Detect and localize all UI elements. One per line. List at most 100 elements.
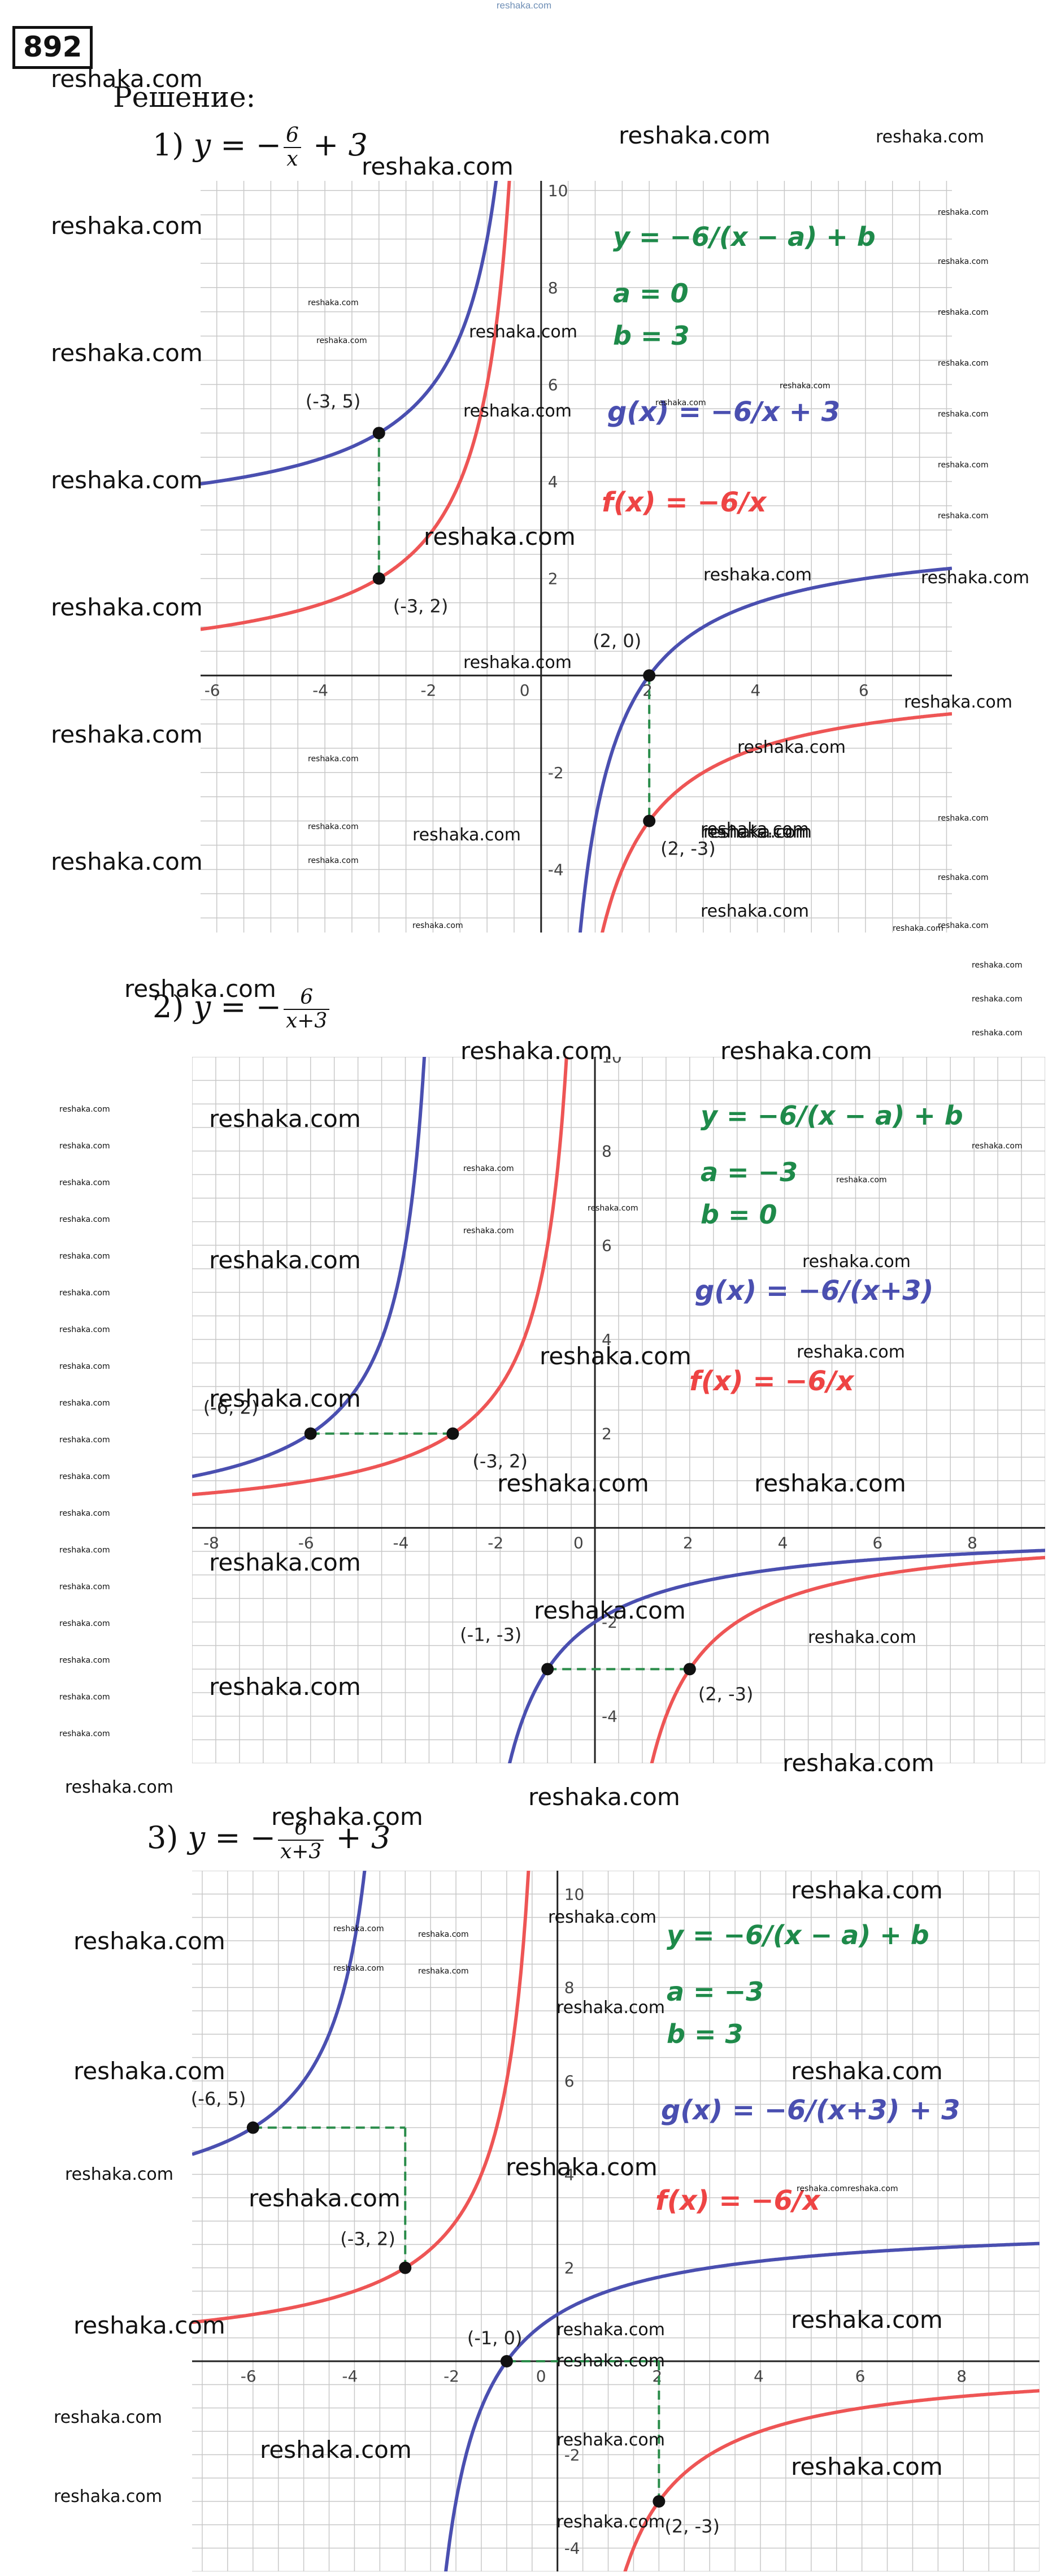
y-tick-label: 10	[548, 181, 568, 200]
data-point	[683, 1663, 696, 1676]
b-value: b = 3	[613, 320, 690, 351]
watermark: reshaka.com	[701, 901, 809, 921]
watermark: reshaka.com	[528, 1783, 680, 1811]
x-tick-label: -6	[298, 1533, 314, 1552]
watermark: reshaka.com	[333, 1924, 384, 1933]
x-tick-label: 6	[859, 681, 869, 700]
watermark: reshaka.com	[701, 822, 809, 842]
point-label: (2, -3)	[660, 838, 716, 860]
watermark: reshaka.com	[938, 359, 989, 368]
watermark: reshaka.com	[362, 153, 514, 180]
g-function-label: g(x) = −6/(x+3) + 3	[661, 2094, 960, 2126]
problem-number-badge: 892	[12, 26, 93, 69]
watermark: reshaka.com	[54, 2408, 162, 2427]
watermark: reshaka.com	[588, 1204, 638, 1213]
y-tick-label: 2	[564, 2259, 575, 2278]
data-point	[643, 814, 656, 827]
watermark: reshaka.com	[938, 921, 989, 930]
watermark: reshaka.com	[59, 1619, 110, 1628]
x-tick-label: 8	[967, 1533, 977, 1552]
watermark: reshaka.com	[418, 1967, 469, 1976]
data-point	[372, 427, 385, 440]
curve-g	[192, 1871, 367, 2156]
curve-g	[578, 566, 952, 933]
fraction-denominator: x+3	[285, 1009, 328, 1033]
b-value: b = 3	[667, 2019, 743, 2049]
watermark: reshaka.com	[59, 1289, 110, 1298]
watermark: reshaka.com	[556, 1998, 665, 2018]
y-tick-label: -4	[548, 860, 564, 879]
watermark: reshaka.com	[540, 1342, 692, 1370]
task-1-formula: 1) y = −6 x + 3	[153, 124, 368, 171]
formula-tail: + 3	[336, 1820, 391, 1855]
watermark: reshaka.com	[938, 873, 989, 882]
watermark: reshaka.com	[701, 819, 809, 839]
y-tick-label: -2	[548, 764, 564, 782]
watermark: reshaka.com	[737, 738, 846, 757]
watermark: reshaka.com	[209, 1105, 361, 1133]
watermark: reshaka.com	[59, 1399, 110, 1408]
watermark: reshaka.com	[51, 848, 203, 875]
watermark: reshaka.com	[972, 1142, 1023, 1151]
watermark: reshaka.com	[463, 401, 572, 421]
fraction-numerator: 6	[283, 986, 330, 1010]
data-point	[246, 2121, 259, 2134]
watermark: reshaka.com	[836, 1176, 887, 1185]
watermark: reshaka.com	[972, 1029, 1023, 1038]
formula-tail: + 3	[313, 127, 368, 163]
watermark: reshaka.com	[59, 1582, 110, 1591]
watermark: reshaka.com	[556, 2430, 665, 2450]
x-tick-label: 0	[536, 2367, 546, 2386]
watermark: reshaka.com	[59, 1546, 110, 1555]
point-label: (2, -3)	[664, 2516, 720, 2537]
watermark: reshaka.com	[73, 2057, 225, 2085]
f-function-label: f(x) = −6/x	[689, 1365, 855, 1397]
watermark: reshaka.com	[51, 466, 203, 494]
watermark: reshaka.com	[791, 2306, 943, 2334]
site-header-link[interactable]: reshaka.com	[496, 0, 552, 11]
x-tick-label: 6	[872, 1533, 882, 1552]
fraction-numerator: 6	[283, 124, 301, 148]
watermark: reshaka.com	[209, 1673, 361, 1701]
point-label: (2, 0)	[593, 630, 641, 652]
data-point	[446, 1427, 459, 1440]
point-label: (-3, 2)	[340, 2228, 395, 2250]
watermark: reshaka.com	[59, 1105, 110, 1114]
f-function-label: f(x) = −6/x	[655, 2185, 821, 2217]
watermark: reshaka.com	[59, 1215, 110, 1224]
formula-lhs: y = −	[188, 1820, 276, 1855]
point-label: (-6, 2)	[203, 1397, 259, 1419]
fraction-numerator: 6	[277, 1817, 324, 1841]
formula-fraction: 6 x+3	[283, 986, 330, 1033]
formula-legend: y = −6/(x − a) + b a = 0 b = 3 g(x) = −6/x …	[602, 222, 876, 518]
y-tick-label: 8	[564, 1979, 575, 1997]
curve-g	[507, 1549, 1045, 1763]
watermark: reshaka.com	[782, 1749, 934, 1777]
y-tick-label: 2	[602, 1425, 612, 1443]
watermark: reshaka.com	[972, 995, 1023, 1004]
formula-legend: y = −6/(x − a) + b a = −3 b = 0 g(x) = −6/(…	[689, 1100, 963, 1397]
x-tick-label: -4	[342, 2367, 358, 2386]
y-tick-label: -2	[564, 2445, 580, 2464]
watermark: reshaka.com	[65, 2165, 173, 2184]
general-formula: y = −6/(x − a) + b	[613, 222, 876, 252]
watermark: reshaka.com	[59, 1252, 110, 1261]
y-tick-label: 4	[564, 2165, 575, 2184]
data-point	[643, 669, 656, 682]
y-tick-label: 4	[548, 472, 558, 491]
watermark: reshaka.com	[209, 1549, 361, 1576]
watermark: reshaka.com	[938, 461, 989, 470]
watermark: reshaka.com	[876, 127, 984, 147]
watermark: reshaka.com	[249, 2184, 401, 2212]
task-2-formula: 2) y = −6 x+3	[153, 986, 332, 1033]
watermark: reshaka.com	[893, 924, 943, 933]
curve-f	[192, 1871, 530, 2325]
watermark: reshaka.com	[655, 398, 706, 407]
x-tick-label: -2	[488, 1533, 503, 1552]
watermark: reshaka.com	[59, 1362, 110, 1371]
x-tick-label: -2	[443, 2367, 459, 2386]
point-label: (-6, 5)	[192, 2088, 246, 2110]
data-point	[372, 572, 385, 585]
